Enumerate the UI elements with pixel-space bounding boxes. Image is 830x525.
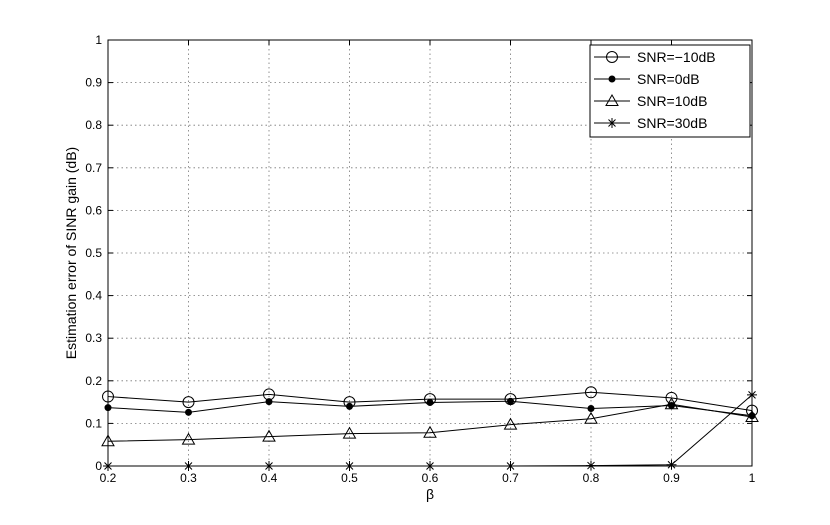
data-point [507, 397, 514, 405]
y-tick-label: 0.8 [85, 118, 102, 132]
legend-marker [605, 93, 619, 106]
data-point [587, 404, 595, 412]
y-tick-label: 0.3 [85, 331, 102, 345]
data-point-stroke [666, 459, 677, 470]
y-tick-label: 1 [95, 33, 102, 47]
x-tick-label: 0.9 [663, 471, 680, 485]
data-point [666, 459, 677, 470]
x-tick-label: 1 [749, 471, 756, 485]
data-point [182, 396, 195, 409]
x-axis-label: β [426, 486, 434, 502]
y-tick-label: 0 [95, 459, 102, 473]
data-point [426, 399, 434, 407]
legend: SNR=−10dB SNR=0dB SNR=10dB SNR=30dB [589, 44, 751, 138]
series-line [107, 403, 753, 442]
y-axis-label: Estimation error of SINR gain (dB) [63, 147, 79, 359]
y-tick-label: 0.6 [85, 203, 102, 217]
legend-marker-stroke [607, 118, 617, 128]
y-tick-label: 0.4 [85, 289, 102, 303]
data-point [185, 408, 192, 416]
x-tick-label: 0.7 [502, 471, 519, 485]
x-tick-label: 0.6 [422, 471, 439, 485]
y-tick-label: 0.9 [85, 76, 102, 90]
legend-label: SNR=0dB [637, 71, 700, 87]
x-tick-label: 0.8 [583, 471, 600, 485]
data-point [342, 426, 357, 439]
legend-label: SNR=30dB [637, 115, 707, 131]
x-tick-label: 0.5 [341, 471, 358, 485]
axis-ticks: 0.2 0.3 0.4 0.5 0.6 0.7 0.8 0.9 1 0 0.1 0.2 0.3 0.4 0.… [85, 33, 755, 485]
data-point [346, 402, 353, 410]
data-point [668, 402, 675, 410]
data-point [503, 417, 518, 430]
data-point [262, 429, 276, 442]
legend-marker [607, 118, 617, 128]
y-tick-label: 0.1 [85, 416, 102, 430]
legend-marker [606, 51, 618, 63]
y-tick-label: 0.2 [85, 374, 102, 388]
data-point [584, 411, 598, 424]
x-tick-label: 0.3 [180, 471, 197, 485]
data-point [423, 425, 437, 438]
legend-marker [608, 75, 616, 83]
x-tick-label: 0.4 [261, 471, 278, 485]
data-point [585, 386, 597, 399]
y-tick-label: 0.5 [85, 246, 102, 260]
legend-label: SNR=−10dB [637, 49, 716, 65]
y-tick-label: 0.7 [85, 161, 102, 175]
data-point [181, 432, 196, 445]
x-tick-label: 0.2 [100, 471, 117, 485]
data-point [265, 398, 273, 406]
data-point [664, 397, 679, 410]
series-3 [101, 397, 759, 447]
legend-label: SNR=10dB [637, 93, 707, 109]
plot-frame [107, 39, 753, 467]
